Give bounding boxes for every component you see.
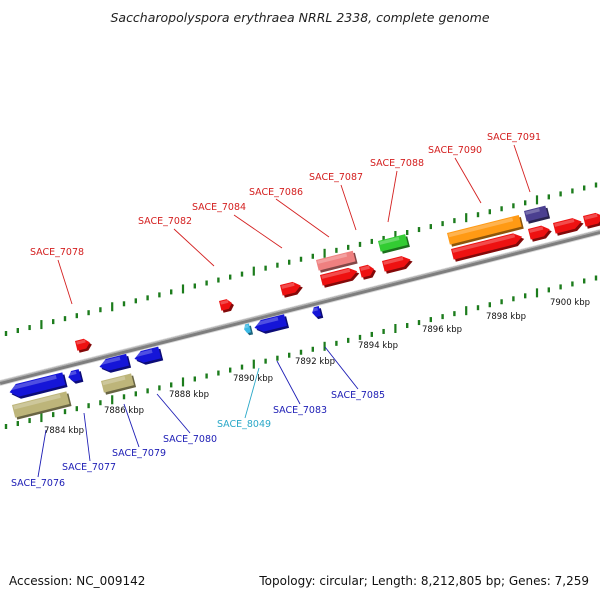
reverse-gene: [312, 306, 324, 320]
gene-features: [9, 205, 600, 420]
forward-gene: [280, 281, 303, 298]
ruler-label: 7886 kbp: [104, 406, 144, 416]
label-sace-7079-leader: [123, 403, 140, 448]
label-sace-7077: SACE_7077: [62, 462, 116, 473]
label-sace-7091: SACE_7091: [487, 132, 541, 143]
label-leader-lines: [37, 144, 531, 478]
ruler-label: 7884 kbp: [44, 426, 84, 436]
reverse-gene: [254, 314, 290, 334]
forward-gene: [320, 267, 360, 288]
label-sace-7085-leader: [324, 346, 359, 390]
label-sace-7083: SACE_7083: [273, 405, 327, 416]
upper-tick-track: [4, 182, 598, 336]
label-sace-7083-leader: [276, 360, 301, 405]
label-sace-7079: SACE_7079: [112, 448, 166, 459]
forward-gene: [219, 299, 234, 313]
label-sace-7087-leader: [340, 184, 357, 231]
ruler-label: 7896 kbp: [422, 325, 462, 335]
label-sace-7090: SACE_7090: [428, 145, 482, 156]
lower-tick-track: [4, 275, 598, 429]
ruler-labels: 7884 kbp 7886 kbp 7888 kbp 7890 kbp 7892 kbp…: [44, 298, 590, 436]
label-sace-8049-leader: [244, 367, 260, 419]
label-sace-7082-leader: [173, 228, 215, 267]
gene-khaki: [12, 391, 72, 420]
label-sace-7091-leader: [513, 144, 531, 193]
reverse-gene: [68, 369, 84, 384]
topology-text: Topology: circular; Length: 8,212,805 bp…: [259, 574, 589, 588]
forward-gene: [451, 233, 525, 262]
label-sace-7078-leader: [57, 259, 73, 305]
label-sace-7087: SACE_7087: [309, 172, 363, 183]
gene-pink: [316, 250, 358, 273]
label-sace-7084: SACE_7084: [192, 202, 246, 213]
label-sace-7077-leader: [83, 412, 91, 462]
reverse-gene: [134, 346, 164, 365]
ruler-label: 7898 kbp: [486, 312, 526, 322]
forward-gene: [553, 218, 584, 236]
forward-gene: [359, 264, 376, 280]
forward-gene: [382, 256, 413, 274]
reverse-gene: [99, 353, 132, 373]
label-sace-7086: SACE_7086: [249, 187, 303, 198]
forward-gene: [75, 338, 92, 353]
gene-orange: [447, 214, 524, 247]
genome-backbone: [0, 229, 600, 386]
label-sace-7076: SACE_7076: [11, 478, 65, 489]
map-title: Saccharopolyspora erythraea NRRL 2338, c…: [110, 10, 490, 25]
label-sace-7076-leader: [37, 429, 47, 478]
label-sace-7090-leader: [454, 157, 482, 204]
ruler-label: 7888 kbp: [169, 390, 209, 400]
label-sace-7080-leader: [156, 393, 191, 434]
forward-gene: [528, 225, 552, 242]
ruler-label: 7894 kbp: [358, 341, 398, 351]
accession-text: Accession: NC_009142: [9, 574, 146, 588]
label-sace-7080: SACE_7080: [163, 434, 217, 445]
reverse-gene: [9, 372, 68, 399]
label-sace-7082: SACE_7082: [138, 216, 192, 227]
label-sace-8049: SACE_8049: [217, 419, 271, 430]
label-sace-7088-leader: [387, 170, 398, 223]
label-sace-7078: SACE_7078: [30, 247, 84, 258]
gene-khaki: [101, 373, 137, 395]
gene-green: [378, 234, 410, 254]
label-sace-7088: SACE_7088: [370, 158, 424, 169]
label-sace-7085: SACE_7085: [331, 390, 385, 401]
label-sace-7086-leader: [275, 198, 330, 238]
ruler-label: 7900 kbp: [550, 298, 590, 308]
ruler-label: 7890 kbp: [233, 374, 273, 384]
label-sace-7084-leader: [233, 214, 283, 249]
gene-navy: [524, 205, 551, 224]
forward-gene: [583, 212, 600, 229]
ruler-label: 7892 kbp: [295, 357, 335, 367]
rna-gene: [244, 323, 254, 336]
